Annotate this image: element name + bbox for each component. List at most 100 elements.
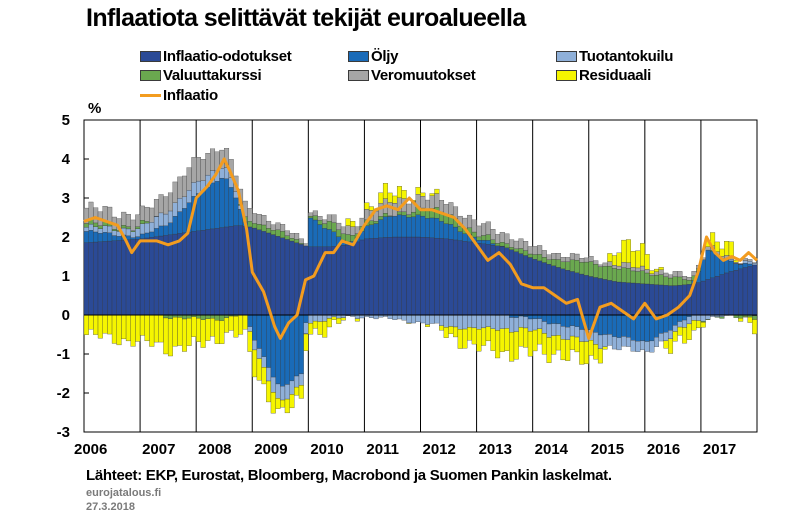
bar-segment bbox=[88, 230, 94, 243]
bar-segment bbox=[326, 314, 332, 319]
bar-segment bbox=[238, 225, 244, 316]
bar-segment bbox=[602, 266, 608, 280]
bar-segment bbox=[499, 314, 505, 329]
bar-segment bbox=[588, 261, 594, 277]
y-tick-label: 4 bbox=[62, 151, 71, 168]
bar-segment bbox=[485, 221, 491, 235]
legend-label: Residuaali bbox=[579, 66, 652, 84]
bar-segment bbox=[658, 274, 664, 286]
bar-segment bbox=[574, 259, 580, 273]
bar-segment bbox=[448, 239, 454, 316]
bar-segment bbox=[415, 236, 421, 316]
bar-segment bbox=[294, 386, 300, 396]
legend-item-tax-changes: Veromuutokset bbox=[348, 66, 476, 84]
bar-segment bbox=[205, 186, 211, 230]
bar-segment bbox=[499, 328, 505, 352]
bar-segment bbox=[425, 314, 430, 325]
bar-segment bbox=[560, 261, 566, 269]
bar-segment bbox=[111, 235, 117, 241]
bar-segment bbox=[462, 328, 468, 349]
bar-segment bbox=[644, 269, 650, 274]
bar-segment bbox=[88, 242, 94, 316]
bar-segment bbox=[738, 263, 744, 265]
legend-swatch bbox=[348, 69, 369, 81]
bar-segment bbox=[677, 284, 683, 316]
bar-segment bbox=[607, 253, 613, 262]
bar-segment bbox=[481, 223, 487, 236]
bar-segment bbox=[607, 265, 613, 281]
bar-segment bbox=[569, 335, 575, 350]
bar-segment bbox=[153, 228, 159, 237]
bar-segment bbox=[630, 270, 636, 284]
bar-segment bbox=[682, 276, 688, 280]
bar-segment bbox=[495, 315, 501, 331]
bar-segment bbox=[186, 318, 192, 346]
bar-segment bbox=[312, 210, 318, 216]
y-tick-label: -3 bbox=[57, 424, 70, 441]
bar-segment bbox=[167, 318, 173, 357]
bar-segment bbox=[733, 260, 739, 263]
bar-segment bbox=[289, 240, 295, 316]
bar-segment bbox=[284, 235, 290, 240]
bar-segment bbox=[266, 367, 272, 382]
bar-segment bbox=[130, 231, 136, 238]
bar-segment bbox=[111, 229, 117, 231]
bar-segment bbox=[308, 323, 314, 335]
bar-segment bbox=[705, 246, 711, 251]
bar-segment bbox=[518, 238, 524, 249]
bar-segment bbox=[583, 275, 589, 316]
bar-segment bbox=[569, 314, 575, 326]
bar-segment bbox=[340, 233, 346, 241]
bar-segment bbox=[495, 330, 501, 359]
bar-segment bbox=[247, 208, 253, 222]
bar-segment bbox=[163, 196, 169, 215]
bar-segment bbox=[322, 228, 328, 247]
bar-segment bbox=[555, 323, 561, 336]
bar-segment bbox=[83, 314, 89, 335]
bar-segment bbox=[256, 348, 262, 359]
legend-swatch-line bbox=[140, 93, 161, 97]
bar-segment bbox=[597, 314, 603, 336]
bar-segment bbox=[331, 222, 337, 232]
bar-segment bbox=[621, 239, 627, 263]
legend-label: Inflaatio bbox=[163, 86, 218, 104]
bar-segment bbox=[705, 314, 711, 320]
bar-segment bbox=[392, 195, 398, 204]
bar-segment bbox=[406, 214, 412, 218]
bar-segment bbox=[308, 246, 314, 316]
bar-segment bbox=[135, 236, 141, 240]
bar-segment bbox=[317, 220, 323, 225]
bar-segment bbox=[724, 272, 730, 316]
bar-segment bbox=[191, 182, 197, 197]
bar-segment bbox=[728, 258, 734, 262]
bar-segment bbox=[139, 220, 145, 224]
bar-segment bbox=[588, 256, 594, 262]
bar-segment bbox=[457, 231, 463, 241]
bar-segment bbox=[728, 271, 734, 316]
bar-segment bbox=[256, 358, 262, 381]
bar-segment bbox=[163, 213, 169, 227]
bar-segment bbox=[532, 318, 538, 331]
bar-segment bbox=[443, 314, 449, 328]
x-tick-label: 2017 bbox=[703, 441, 736, 458]
bar-segment bbox=[602, 262, 608, 267]
bar-segment bbox=[139, 238, 145, 316]
bar-segment bbox=[551, 253, 557, 260]
bar-segment bbox=[242, 314, 248, 330]
bar-segment bbox=[224, 226, 230, 316]
bar-segment bbox=[471, 327, 477, 345]
bar-segment bbox=[167, 222, 173, 235]
bar-segment bbox=[406, 322, 412, 324]
bar-segment bbox=[415, 314, 421, 322]
bar-segment bbox=[583, 257, 589, 263]
bar-segment bbox=[476, 240, 482, 244]
bar-segment bbox=[345, 234, 351, 243]
bar-segment bbox=[181, 175, 187, 197]
bar-segment bbox=[219, 177, 225, 228]
bar-segment bbox=[630, 267, 636, 272]
bar-segment bbox=[714, 276, 720, 316]
bar-segment bbox=[177, 176, 183, 199]
bar-segment bbox=[228, 226, 234, 316]
bar-segment bbox=[747, 266, 753, 316]
bar-segment bbox=[270, 392, 276, 414]
